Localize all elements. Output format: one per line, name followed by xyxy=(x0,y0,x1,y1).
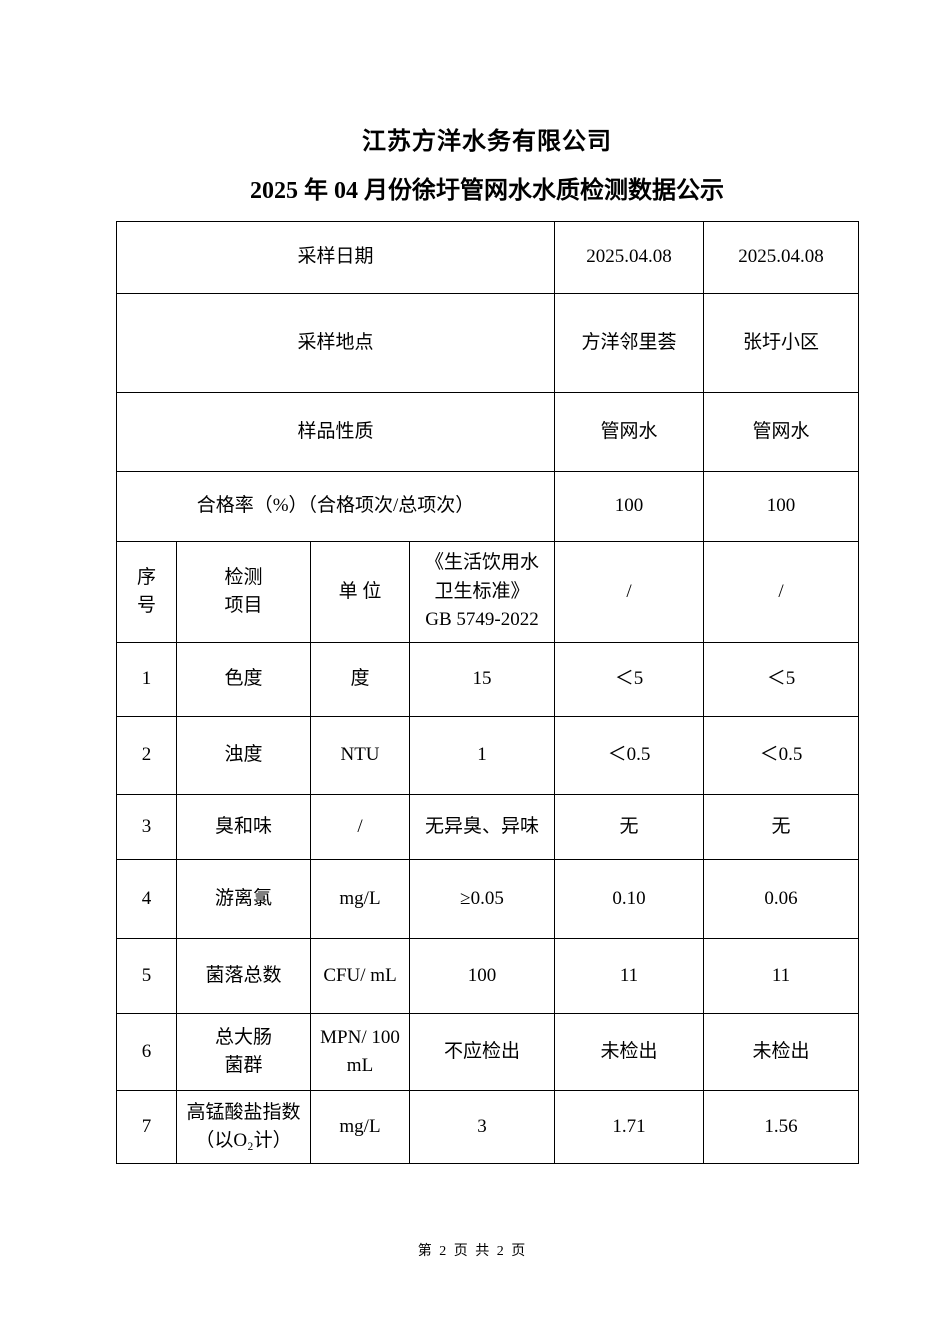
cell-value-2: 11 xyxy=(703,938,860,1014)
cell-unit: 度 xyxy=(310,642,410,717)
cell-value-1: 无 xyxy=(554,794,705,860)
table-row-sample-nature: 样品性质 管网水 管网水 xyxy=(115,392,860,472)
cell-no: 7 xyxy=(116,1090,177,1164)
cell-value-1: 0.10 xyxy=(554,859,705,939)
cell-item: 臭和味 xyxy=(176,794,311,860)
cell-value-1: 1.71 xyxy=(554,1090,705,1164)
info-value-cell: 2025.04.08 xyxy=(554,221,705,294)
cell-unit: / xyxy=(310,794,410,860)
document-subtitle: 2025 年 04 月份徐圩管网水水质检测数据公示 xyxy=(250,178,724,204)
cell-value-2: 0.06 xyxy=(703,859,860,939)
cell-standard: 1 xyxy=(408,716,556,795)
table-header-row: 序 号 检测 项目 单 位 《生活饮用水 卫生标准》 GB 5749-2022 … xyxy=(116,541,860,643)
cell-standard: 无异臭、异味 xyxy=(408,794,556,860)
cell-standard: 不应检出 xyxy=(408,1013,556,1091)
cell-item: 菌落总数 xyxy=(176,938,311,1014)
info-value-cell: 张圩小区 xyxy=(703,293,860,393)
cell-item: 游离氯 xyxy=(176,859,311,939)
info-value-cell: 2025.04.08 xyxy=(703,221,860,294)
document-title: 江苏方洋水务有限公司 xyxy=(362,129,612,155)
cell-value-2: 无 xyxy=(703,794,860,860)
cell-standard: ≥0.05 xyxy=(408,859,556,939)
cell-no: 6 xyxy=(116,1013,177,1091)
table-row-pass-rate: 合格率（%）（合格项次/总项次） 100 100 xyxy=(115,471,860,542)
info-value-cell: 管网水 xyxy=(703,392,860,472)
table-row-coliform: 6 总大肠 菌群 MPN/ 100 mL 不应检出 未检出 未检出 xyxy=(116,1013,860,1091)
col-header-no: 序 号 xyxy=(116,541,177,643)
cell-no: 4 xyxy=(116,859,177,939)
info-value-cell: 方洋邻里荟 xyxy=(554,293,705,393)
info-value-cell: 管网水 xyxy=(554,392,705,472)
cell-standard: 100 xyxy=(408,938,556,1014)
info-label-cell: 采样地点 xyxy=(115,293,556,393)
col-header-item: 检测 项目 xyxy=(176,541,311,643)
cell-value-2: ＜5 xyxy=(703,642,860,717)
col-header-value-2: / xyxy=(703,541,860,643)
cell-unit: NTU xyxy=(310,716,410,795)
cell-value-2: 未检出 xyxy=(703,1013,860,1091)
cell-item: 高锰酸盐指数 （以O₂计） xyxy=(176,1090,311,1164)
cell-item: 浊度 xyxy=(176,716,311,795)
cell-no: 5 xyxy=(116,938,177,1014)
cell-value-1: 11 xyxy=(554,938,705,1014)
table-row-odor: 3 臭和味 / 无异臭、异味 无 无 xyxy=(116,794,860,860)
cell-value-2: ＜0.5 xyxy=(703,716,860,795)
table-row-sampling-date: 采样日期 2025.04.08 2025.04.08 xyxy=(115,221,860,294)
col-header-value-1: / xyxy=(554,541,705,643)
cell-item: 总大肠 菌群 xyxy=(176,1013,311,1091)
cell-value-1: ＜0.5 xyxy=(554,716,705,795)
info-label-cell: 样品性质 xyxy=(115,392,556,472)
info-label-cell: 采样日期 xyxy=(115,221,556,294)
table-row-chroma: 1 色度 度 15 ＜5 ＜5 xyxy=(116,642,860,717)
table-row-colony-count: 5 菌落总数 CFU/ mL 100 11 11 xyxy=(116,938,860,1014)
col-header-standard: 《生活饮用水 卫生标准》 GB 5749-2022 xyxy=(408,541,556,643)
cell-item: 色度 xyxy=(176,642,311,717)
info-value-cell: 100 xyxy=(554,471,705,542)
table-row-free-chlorine: 4 游离氯 mg/L ≥0.05 0.10 0.06 xyxy=(116,859,860,939)
table-row-sampling-location: 采样地点 方洋邻里荟 张圩小区 xyxy=(115,293,860,393)
cell-value-1: 未检出 xyxy=(554,1013,705,1091)
info-value-cell: 100 xyxy=(703,471,860,542)
cell-value-1: ＜5 xyxy=(554,642,705,717)
cell-no: 1 xyxy=(116,642,177,717)
cell-unit: MPN/ 100 mL xyxy=(310,1013,410,1091)
cell-unit: mg/L xyxy=(310,1090,410,1164)
cell-unit: CFU/ mL xyxy=(310,938,410,1014)
table-row-permanganate-index: 7 高锰酸盐指数 （以O₂计） mg/L 3 1.71 1.56 xyxy=(116,1090,860,1164)
cell-standard: 15 xyxy=(408,642,556,717)
cell-no: 2 xyxy=(116,716,177,795)
col-header-unit: 单 位 xyxy=(310,541,410,643)
cell-unit: mg/L xyxy=(310,859,410,939)
water-quality-table: 采样日期 2025.04.08 2025.04.08 采样地点 方洋邻里荟 张圩… xyxy=(115,221,860,1164)
page-number: 第 2 页 共 2 页 xyxy=(417,1244,528,1259)
table-row-turbidity: 2 浊度 NTU 1 ＜0.5 ＜0.5 xyxy=(116,716,860,795)
cell-value-2: 1.56 xyxy=(703,1090,860,1164)
cell-standard: 3 xyxy=(408,1090,556,1164)
info-label-cell: 合格率（%）（合格项次/总项次） xyxy=(115,471,556,542)
cell-no: 3 xyxy=(116,794,177,860)
